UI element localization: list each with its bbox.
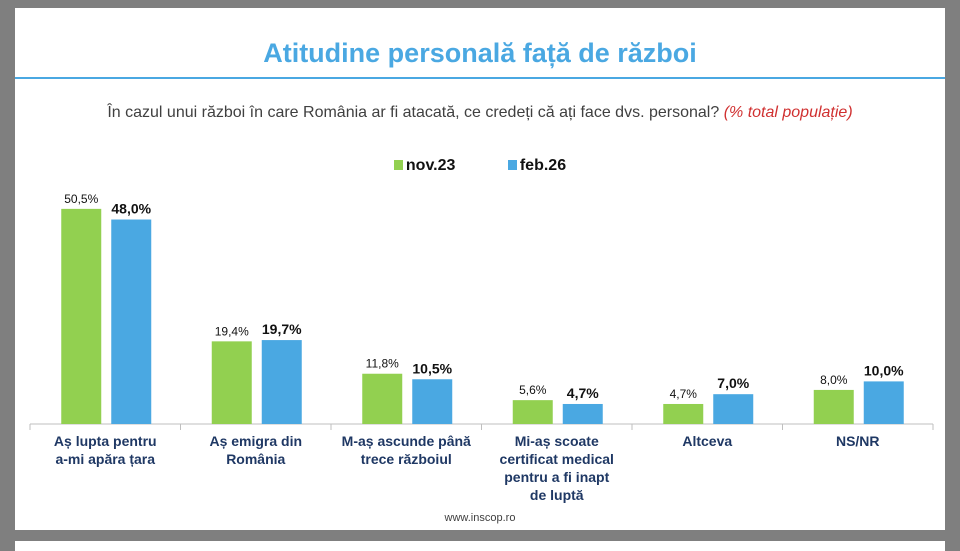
legend-label: nov.23 [405,157,456,174]
data-label: 4,7% [567,385,599,401]
category-label: M-aș ascunde până trece războiul [342,433,471,467]
data-label: 50,5% [64,192,98,206]
bar-feb26-4 [713,394,754,424]
category-label: Mi-aș scoate certificat medical pentru a f… [500,433,614,503]
data-label: 19,4% [215,324,249,338]
legend-swatch [507,160,517,170]
legend-label: feb.26 [519,157,567,174]
subtitle-note: (% total populație) [723,104,853,121]
legend: nov.23 feb.26 [15,157,945,175]
data-label: 48,0% [111,201,151,217]
bar-feb26-5 [863,381,904,424]
bar-nov23-2 [362,373,403,424]
slide: Atitudine personală față de război În ca… [15,8,945,530]
data-label: 19,7% [262,321,302,337]
bar-nov23-4 [663,403,704,424]
title-divider [15,77,945,79]
category-label: Altceva [682,433,732,449]
data-label: 11,8% [366,357,399,371]
category-label: Aș lupta pentru a-mi apăra țara [54,433,157,467]
bar-nov23-5 [813,389,854,424]
data-label: 10,0% [864,362,904,378]
data-label: 7,0% [717,375,749,391]
chart-subtitle: În cazul unui război în care România ar … [15,104,945,122]
data-label: 4,7% [670,387,698,401]
footer-url: www.inscop.ro [444,512,516,524]
data-label: 5,6% [519,383,547,397]
bar-nov23-0 [61,208,102,424]
category-label: NS/NR [836,433,880,449]
bar-nov23-3 [512,400,553,424]
bar-feb26-3 [562,403,603,424]
data-label: 10,5% [412,360,452,376]
bar-nov23-1 [211,341,252,424]
bar-feb26-1 [261,340,302,424]
data-label: 8,0% [820,373,848,387]
subtitle-question: În cazul unui război în care România ar … [107,104,720,121]
bar-feb26-2 [412,379,453,424]
legend-item-feb26: feb.26 [507,157,567,175]
category-label: Aș emigra din România [209,433,302,467]
legend-item-nov23: nov.23 [393,157,456,175]
legend-swatch [393,160,403,170]
bar-feb26-0 [111,219,152,424]
page-title: Atitudine personală față de război [263,38,697,68]
